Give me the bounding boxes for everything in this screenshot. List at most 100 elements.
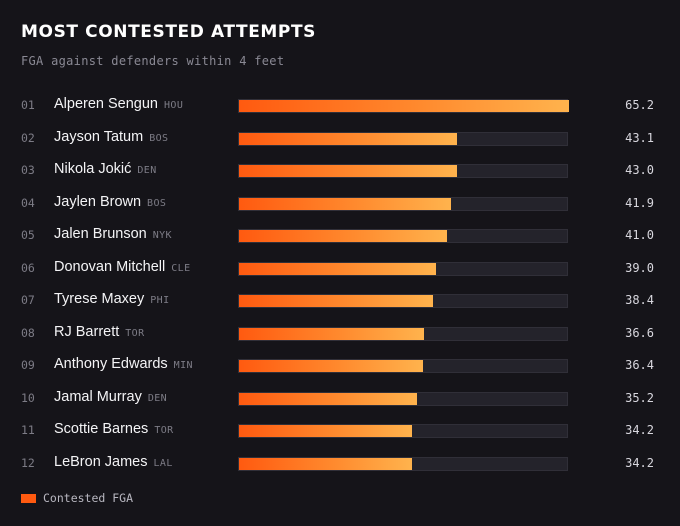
player-name: Nikola Jokić DEN — [54, 161, 157, 177]
bar-track — [238, 261, 568, 276]
bar — [239, 230, 447, 242]
bar-track — [238, 456, 568, 471]
value-label: 41.9 — [625, 195, 654, 210]
bar-track — [238, 99, 569, 113]
bar-row: 10 Jamal Murray DEN 35.2 — [0, 389, 680, 409]
player-name: Anthony Edwards MIN — [54, 356, 193, 372]
bar-track — [238, 229, 568, 243]
bar-row: 02 Jayson Tatum BOS 43.1 — [0, 129, 680, 149]
bar-row: 04 Jaylen Brown BOS 41.9 — [0, 194, 680, 214]
bar-row: 03 Nikola Jokić DEN 43.0 — [0, 161, 680, 181]
bar — [239, 132, 457, 145]
chart-subtitle: FGA against defenders within 4 feet — [21, 54, 285, 68]
player-name-text: Scottie Barnes — [54, 421, 149, 437]
bar-track — [238, 326, 568, 341]
bar — [239, 262, 436, 275]
value-label: 43.1 — [625, 130, 654, 145]
value-label: 38.4 — [625, 293, 654, 307]
value-label: 65.2 — [625, 98, 654, 112]
bar — [239, 392, 417, 405]
team-abbrev: DEN — [147, 392, 168, 404]
team-abbrev: BOS — [147, 197, 167, 209]
legend-label: Contested FGA — [43, 491, 134, 505]
rank-label: 11 — [21, 423, 35, 437]
player-name-text: Jamal Murray — [54, 388, 142, 405]
player-name-text: Tyrese Maxey — [54, 291, 145, 307]
bar-row: 09 Anthony Edwards MIN 36.4 — [0, 356, 680, 376]
bar-track — [238, 294, 568, 308]
player-name-text: Jaylen Brown — [54, 193, 142, 210]
bar-track — [238, 196, 568, 211]
team-abbrev: LAL — [153, 457, 173, 469]
rank-label: 07 — [21, 293, 35, 307]
bar-track — [238, 164, 568, 178]
bar — [239, 197, 451, 210]
team-abbrev: CLE — [171, 262, 191, 274]
player-name: LeBron James LAL — [54, 454, 173, 470]
value-label: 36.6 — [625, 325, 654, 340]
rank-label: 12 — [21, 455, 35, 470]
bar-row: 01 Alperen Sengun HOU 65.2 — [0, 96, 680, 116]
value-label: 34.2 — [625, 455, 654, 470]
team-abbrev: HOU — [164, 100, 184, 111]
rank-label: 02 — [21, 130, 35, 145]
player-name-text: Nikola Jokić — [54, 161, 132, 177]
player-name: Donovan Mitchell CLE — [54, 259, 191, 275]
team-abbrev: BOS — [149, 132, 169, 144]
player-name: Scottie Barnes TOR — [54, 421, 174, 437]
bar-row: 05 Jalen Brunson NYK 41.0 — [0, 226, 680, 246]
team-abbrev: TOR — [125, 327, 145, 339]
player-name: Jaylen Brown BOS — [54, 194, 166, 210]
player-name: Jayson Tatum BOS — [54, 129, 168, 145]
rank-label: 08 — [21, 325, 35, 340]
bar-row: 08 RJ Barrett TOR 36.6 — [0, 324, 680, 344]
value-label: 36.4 — [625, 358, 654, 372]
value-label: 34.2 — [625, 423, 654, 437]
player-name-text: Anthony Edwards — [54, 356, 168, 372]
bar — [239, 327, 424, 340]
player-name-text: RJ Barrett — [54, 323, 120, 340]
player-name-text: Jayson Tatum — [54, 128, 144, 145]
bar — [239, 165, 457, 177]
chart-title: MOST CONTESTED ATTEMPTS — [21, 22, 317, 42]
value-label: 39.0 — [625, 260, 654, 275]
player-name: Jamal Murray DEN — [54, 389, 167, 405]
value-label: 35.2 — [625, 390, 654, 405]
player-name-text: Donovan Mitchell — [54, 258, 166, 275]
team-abbrev: DEN — [137, 165, 157, 176]
bar-track — [238, 359, 568, 373]
rank-label: 01 — [21, 98, 35, 112]
player-name: RJ Barrett TOR — [54, 324, 145, 340]
team-abbrev: TOR — [154, 425, 174, 436]
bar — [239, 295, 433, 307]
bar-row: 07 Tyrese Maxey PHI 38.4 — [0, 291, 680, 311]
player-name: Tyrese Maxey PHI — [54, 291, 170, 307]
bar — [239, 457, 412, 470]
bar-track — [238, 391, 568, 406]
rank-label: 06 — [21, 260, 35, 275]
player-name-text: Jalen Brunson — [54, 226, 147, 242]
player-name: Alperen Sengun HOU — [54, 96, 183, 112]
value-label: 41.0 — [625, 228, 654, 242]
team-abbrev: NYK — [152, 230, 172, 241]
team-abbrev: MIN — [173, 360, 193, 371]
bar-row: 11 Scottie Barnes TOR 34.2 — [0, 421, 680, 441]
value-label: 43.0 — [625, 163, 654, 177]
player-name-text: LeBron James — [54, 453, 148, 470]
rank-label: 04 — [21, 195, 35, 210]
bar — [239, 360, 423, 372]
legend-swatch — [21, 494, 36, 503]
bar — [239, 425, 412, 437]
rank-label: 05 — [21, 228, 35, 242]
team-abbrev: PHI — [150, 295, 170, 306]
bar-track — [238, 424, 568, 438]
rank-label: 10 — [21, 390, 35, 405]
player-name: Jalen Brunson NYK — [54, 226, 172, 242]
bar-row: 06 Donovan Mitchell CLE 39.0 — [0, 259, 680, 279]
player-name-text: Alperen Sengun — [54, 96, 158, 112]
bar-row: 12 LeBron James LAL 34.2 — [0, 454, 680, 474]
bar — [239, 100, 569, 112]
rank-label: 09 — [21, 358, 35, 372]
bar-track — [238, 131, 568, 146]
